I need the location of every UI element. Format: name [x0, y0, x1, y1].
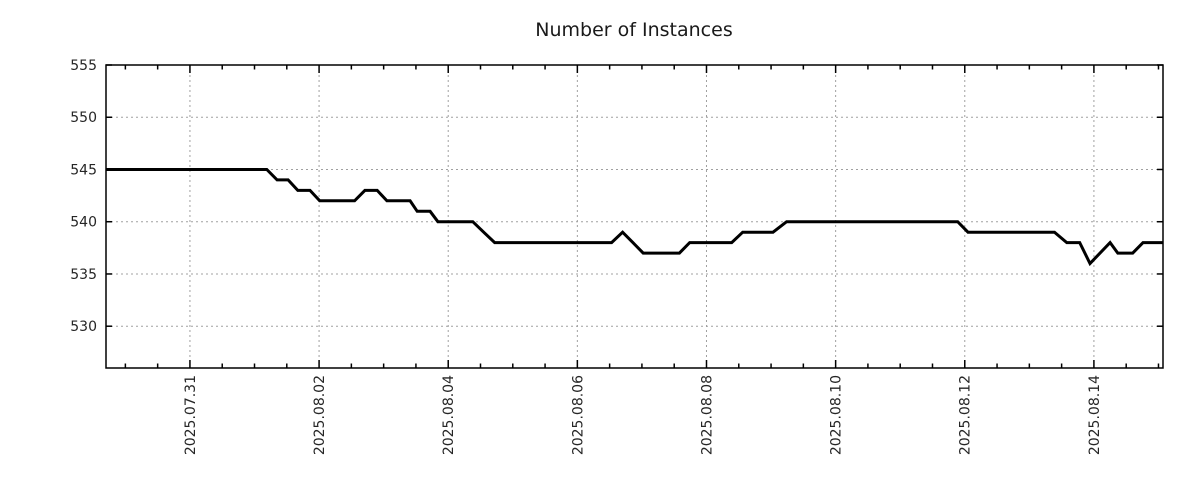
x-tick-labels: 2025.07.31 2025.08.02 2025.08.04 2025.08.06… — [183, 375, 1103, 455]
y-tick-label: 530 — [70, 319, 97, 335]
y-tick-label: 545 — [70, 162, 97, 178]
y-tick-label: 535 — [70, 267, 97, 283]
plot-border — [105, 64, 1164, 369]
x-tick-label: 2025.08.06 — [570, 375, 586, 455]
plot-border-rect — [105, 64, 1164, 369]
chart-title: Number of Instances — [535, 19, 733, 41]
x-tick-label: 2025.08.02 — [312, 375, 328, 455]
axis-ticks — [106, 64, 1163, 368]
y-tick-label: 555 — [70, 58, 97, 74]
gridlines — [106, 65, 1163, 368]
x-tick-label: 2025.08.14 — [1087, 375, 1103, 455]
x-tick-label: 2025.07.31 — [183, 375, 199, 455]
x-tick-label: 2025.08.08 — [699, 375, 715, 455]
x-tick-label: 2025.08.04 — [441, 375, 457, 455]
y-tick-label: 550 — [70, 110, 97, 126]
y-tick-label: 540 — [70, 215, 97, 231]
y-tick-labels: 555 550 545 540 535 530 — [70, 58, 97, 335]
x-tick-label: 2025.08.10 — [829, 375, 845, 455]
data-line — [106, 168, 1163, 267]
data-series — [106, 168, 1163, 267]
x-tick-label: 2025.08.12 — [958, 375, 974, 455]
